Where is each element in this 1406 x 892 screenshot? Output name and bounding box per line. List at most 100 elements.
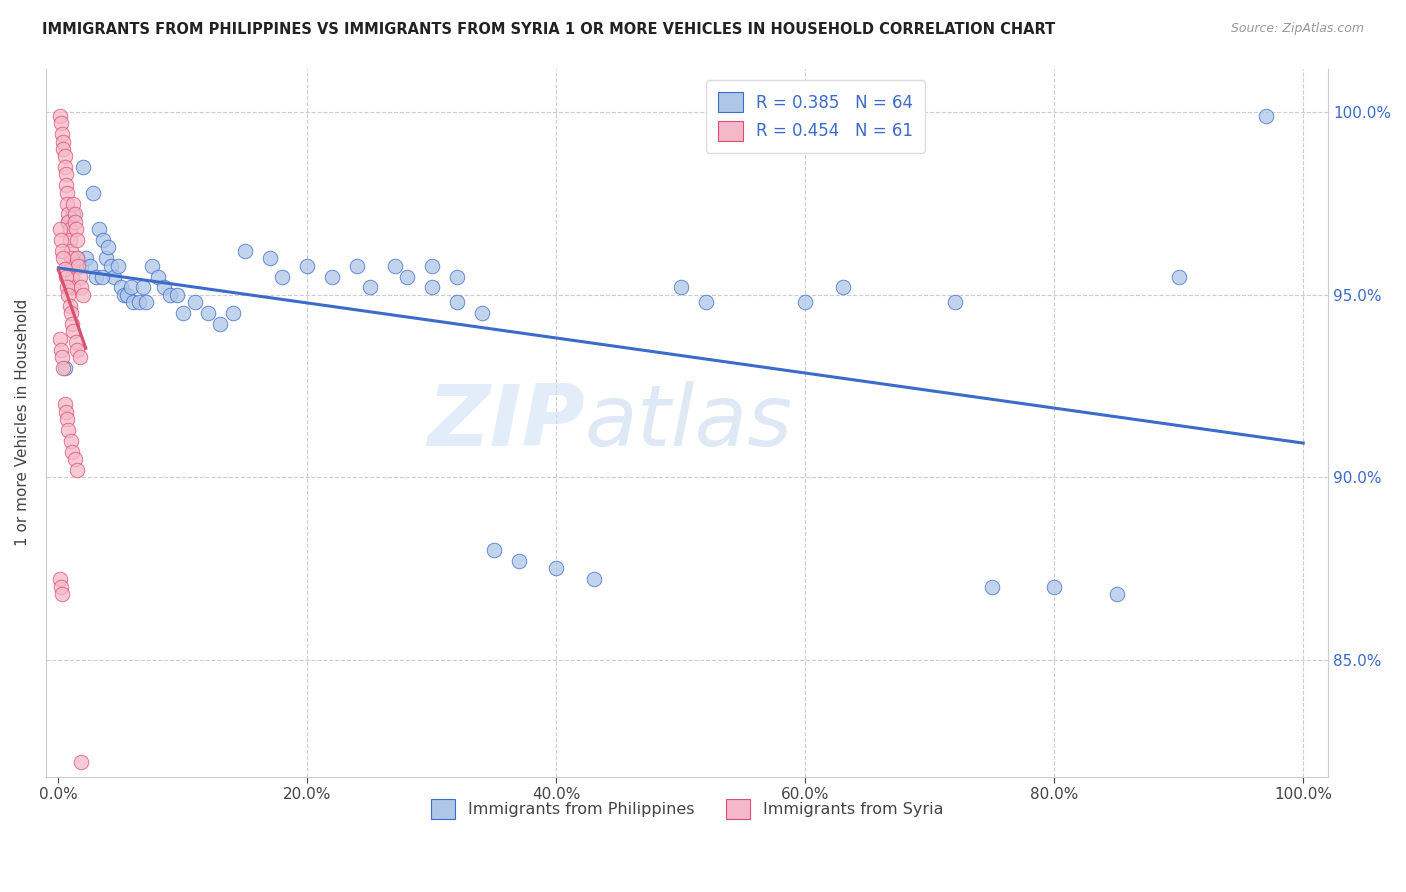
Point	[66, 463, 89, 477]
Point	[63, 452, 86, 467]
Point	[56, 196, 79, 211]
Point	[65, 335, 87, 350]
Point	[49, 116, 72, 130]
Point	[384, 259, 406, 273]
Point	[63, 215, 86, 229]
Point	[51, 127, 73, 141]
Point	[122, 295, 145, 310]
Text: atlas: atlas	[585, 381, 793, 464]
Point	[65, 222, 87, 236]
Point	[69, 280, 91, 294]
Point	[49, 343, 72, 357]
Point	[48, 332, 70, 346]
Point	[59, 233, 82, 247]
Point	[49, 233, 72, 247]
Point	[91, 269, 114, 284]
Legend: Immigrants from Philippines, Immigrants from Syria: Immigrants from Philippines, Immigrants …	[425, 793, 949, 825]
Point	[55, 404, 77, 418]
Point	[91, 233, 114, 247]
Point	[482, 543, 505, 558]
Point	[89, 222, 111, 236]
Point	[66, 252, 89, 266]
Point	[141, 259, 163, 273]
Point	[72, 160, 94, 174]
Point	[55, 178, 77, 193]
Point	[209, 317, 232, 331]
Text: IMMIGRANTS FROM PHILIPPINES VS IMMIGRANTS FROM SYRIA 1 OR MORE VEHICLES IN HOUSE: IMMIGRANTS FROM PHILIPPINES VS IMMIGRANT…	[42, 22, 1056, 37]
Point	[166, 287, 188, 301]
Point	[446, 269, 468, 284]
Point	[62, 324, 84, 338]
Point	[59, 434, 82, 448]
Point	[359, 280, 381, 294]
Point	[508, 554, 530, 568]
Point	[53, 360, 76, 375]
Point	[56, 412, 79, 426]
Point	[58, 215, 80, 229]
Point	[69, 755, 91, 769]
Point	[82, 186, 104, 200]
Point	[59, 222, 82, 236]
Point	[1105, 587, 1128, 601]
Point	[79, 259, 101, 273]
Point	[53, 149, 76, 163]
Point	[56, 186, 79, 200]
Point	[94, 252, 117, 266]
Point	[72, 287, 94, 301]
Point	[146, 269, 169, 284]
Point	[62, 207, 84, 221]
Point	[259, 252, 281, 266]
Point	[420, 280, 443, 294]
Point	[1043, 580, 1066, 594]
Point	[69, 269, 91, 284]
Point	[58, 287, 80, 301]
Point	[135, 295, 157, 310]
Point	[66, 252, 89, 266]
Point	[56, 280, 79, 294]
Point	[51, 587, 73, 601]
Point	[52, 142, 75, 156]
Point	[943, 295, 966, 310]
Point	[271, 269, 294, 284]
Point	[58, 423, 80, 437]
Point	[53, 262, 76, 277]
Text: Source: ZipAtlas.com: Source: ZipAtlas.com	[1230, 22, 1364, 36]
Point	[60, 269, 83, 284]
Point	[59, 306, 82, 320]
Point	[794, 295, 817, 310]
Point	[1254, 109, 1277, 123]
Point	[831, 280, 853, 294]
Point	[62, 196, 84, 211]
Point	[66, 233, 89, 247]
Point	[55, 269, 77, 284]
Point	[60, 259, 83, 273]
Point	[62, 280, 84, 294]
Point	[981, 580, 1004, 594]
Point	[1167, 269, 1189, 284]
Point	[153, 280, 176, 294]
Point	[120, 280, 142, 294]
Point	[103, 269, 125, 284]
Point	[132, 280, 155, 294]
Point	[321, 269, 343, 284]
Point	[346, 259, 368, 273]
Point	[51, 350, 73, 364]
Point	[107, 259, 129, 273]
Text: ZIP: ZIP	[427, 381, 585, 464]
Point	[52, 360, 75, 375]
Point	[60, 444, 83, 458]
Point	[197, 306, 219, 320]
Point	[669, 280, 692, 294]
Point	[48, 573, 70, 587]
Point	[97, 240, 120, 254]
Point	[49, 580, 72, 594]
Point	[59, 252, 82, 266]
Point	[53, 160, 76, 174]
Point	[59, 299, 82, 313]
Point	[233, 244, 256, 258]
Point	[582, 573, 605, 587]
Point	[63, 207, 86, 221]
Point	[51, 244, 73, 258]
Point	[112, 287, 135, 301]
Point	[53, 397, 76, 411]
